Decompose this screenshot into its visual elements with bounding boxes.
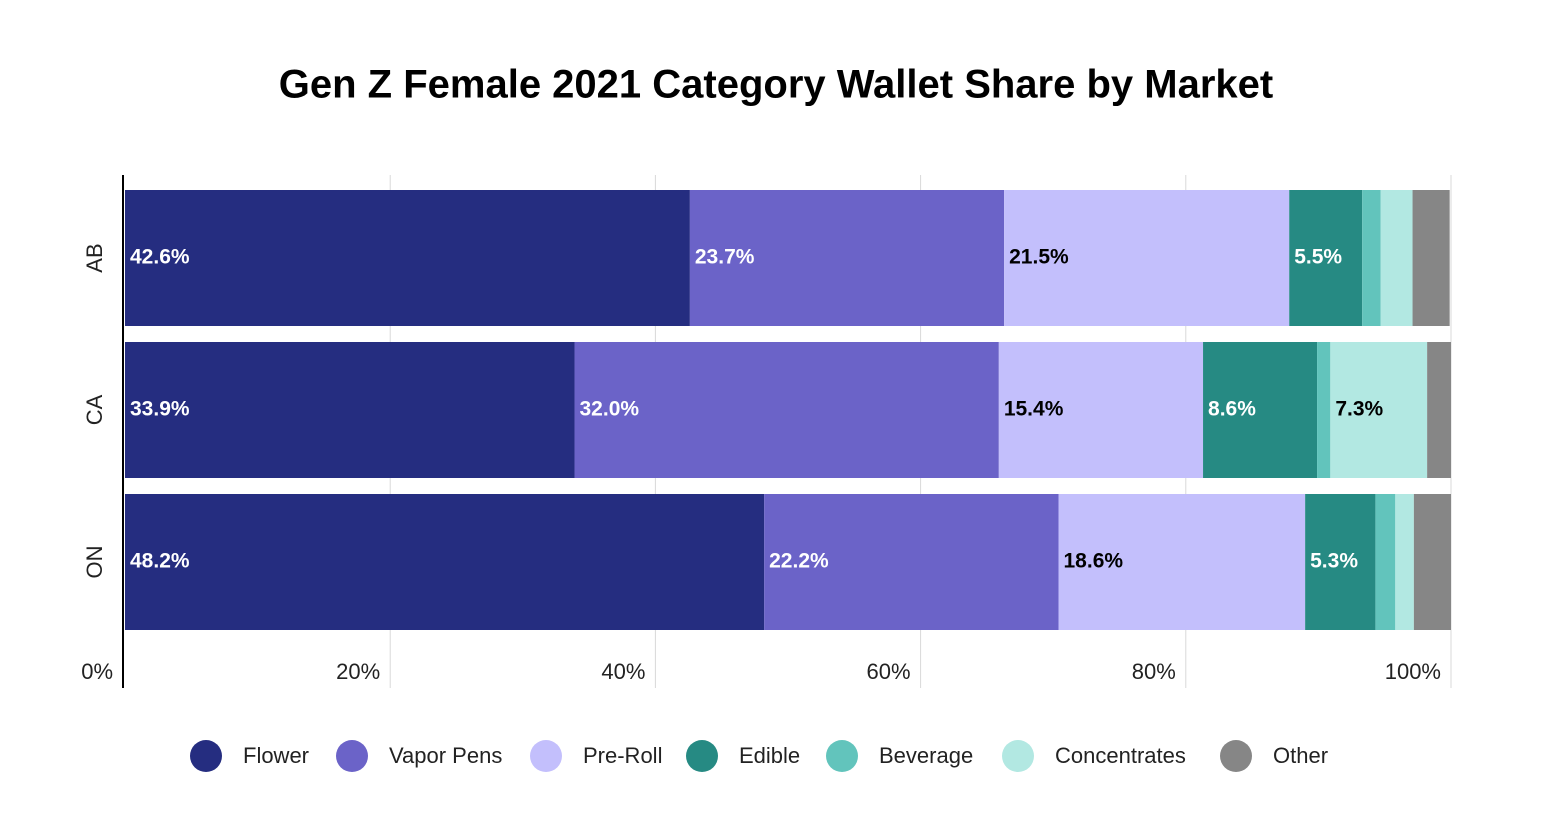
data-label: 18.6% xyxy=(1064,550,1124,573)
legend-marker xyxy=(686,740,718,772)
data-label: 48.2% xyxy=(130,550,190,573)
chart-title: Gen Z Female 2021 Category Wallet Share … xyxy=(279,63,1273,107)
legend-label: Beverage xyxy=(879,743,973,768)
bar-segment xyxy=(1412,190,1450,326)
data-label: 33.9% xyxy=(130,398,190,421)
data-label: 32.0% xyxy=(580,398,640,421)
data-label: 42.6% xyxy=(130,246,190,269)
bar-segment xyxy=(125,494,765,630)
bar-segment xyxy=(1413,494,1451,630)
data-label: 5.3% xyxy=(1310,550,1358,573)
legend-marker xyxy=(336,740,368,772)
legend-label: Vapor Pens xyxy=(389,743,502,768)
data-label: 8.6% xyxy=(1208,398,1256,421)
bar-segment xyxy=(125,190,690,326)
x-tick-label: 0% xyxy=(81,659,113,684)
data-label: 22.2% xyxy=(769,550,829,573)
bar-segment xyxy=(1317,342,1331,478)
bar-segment xyxy=(1289,190,1363,326)
legend-label: Flower xyxy=(243,743,309,768)
bar-segment xyxy=(1362,190,1381,326)
bar-segment xyxy=(1058,494,1306,630)
x-tick-label: 40% xyxy=(601,659,645,684)
bar-segment xyxy=(1375,494,1396,630)
bar-segment xyxy=(1305,494,1376,630)
legend-marker xyxy=(530,740,562,772)
bar-segment xyxy=(1203,342,1318,478)
legend-marker xyxy=(1220,740,1252,772)
x-tick-label: 60% xyxy=(867,659,911,684)
bar-segment xyxy=(1395,494,1414,630)
bar-segment xyxy=(689,190,1005,326)
bar-segment xyxy=(764,494,1059,630)
bar-segment xyxy=(125,342,575,478)
x-tick-label: 100% xyxy=(1385,659,1441,684)
legend-label: Pre-Roll xyxy=(583,743,662,768)
y-tick-label: ON xyxy=(82,546,107,579)
data-label: 5.5% xyxy=(1294,246,1342,269)
legend-marker xyxy=(826,740,858,772)
bar-segment xyxy=(1330,342,1428,478)
legend-label: Concentrates xyxy=(1055,743,1186,768)
data-label: 21.5% xyxy=(1009,246,1069,269)
data-label: 7.3% xyxy=(1335,398,1383,421)
data-label: 15.4% xyxy=(1004,398,1064,421)
y-tick-label: AB xyxy=(82,243,107,272)
y-tick-label: CA xyxy=(82,394,107,425)
legend-marker xyxy=(190,740,222,772)
bar-segment xyxy=(998,342,1204,478)
legend-label: Edible xyxy=(739,743,800,768)
x-tick-label: 80% xyxy=(1132,659,1176,684)
bar-segment xyxy=(1380,190,1413,326)
legend-label: Other xyxy=(1273,743,1328,768)
bar-segment xyxy=(1427,342,1451,478)
bar-segment xyxy=(574,342,999,478)
legend-marker xyxy=(1002,740,1034,772)
data-label: 23.7% xyxy=(695,246,755,269)
bar-segment xyxy=(1004,190,1290,326)
x-tick-label: 20% xyxy=(336,659,380,684)
